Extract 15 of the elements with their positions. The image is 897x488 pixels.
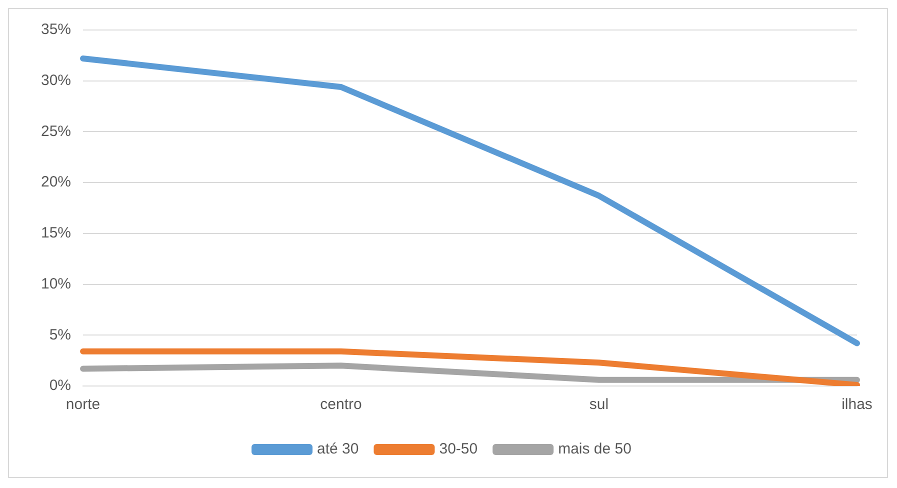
y-tick-label: 35% xyxy=(40,21,72,38)
y-tick-label: 0% xyxy=(49,377,72,394)
y-tick-label: 25% xyxy=(40,122,72,140)
x-tick-label: norte xyxy=(66,396,100,414)
y-tick-label: 10% xyxy=(40,275,72,292)
x-tick-label: sul xyxy=(589,396,609,414)
y-tick-label: 15% xyxy=(40,224,72,242)
x-tick-label: centro xyxy=(320,396,362,414)
legend-label: 30-50 xyxy=(439,440,478,458)
x-tick-label: ilhas xyxy=(842,396,872,414)
y-tick-label: 30% xyxy=(40,72,72,89)
y-tick-label: 5% xyxy=(49,326,72,344)
legend-label: até 30 xyxy=(317,440,359,458)
legend-label: mais de 50 xyxy=(558,440,632,458)
y-tick-label: 20% xyxy=(40,174,72,191)
